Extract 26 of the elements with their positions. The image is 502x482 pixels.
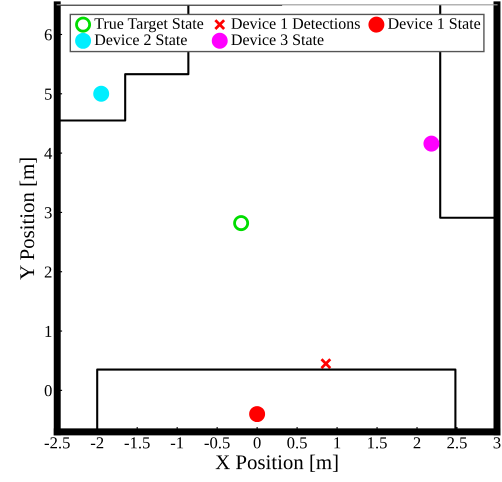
x-tick-label: 2 bbox=[414, 437, 420, 448]
legend-label: Device 3 State bbox=[231, 34, 324, 46]
y-tick-label: 5 bbox=[45, 88, 52, 100]
y-tick-label: 1 bbox=[46, 326, 52, 337]
x-tick-label: -0.5 bbox=[204, 437, 230, 449]
x-tick-label: -1.5 bbox=[124, 437, 150, 449]
y-tick-label: 6 bbox=[44, 29, 52, 40]
x-tick-label: 0 bbox=[254, 437, 261, 448]
legend-label: Device 1 State bbox=[388, 18, 480, 29]
x-axis-title: X Position [m] bbox=[216, 454, 338, 472]
legend-label: True Target State bbox=[94, 18, 204, 32]
x-tick-label: -1 bbox=[170, 437, 184, 448]
x-tick-label: 0.5 bbox=[287, 437, 307, 449]
y-tick-label: 4 bbox=[44, 148, 52, 159]
y-tick-label: 3 bbox=[44, 207, 52, 218]
y-tick-label: 2 bbox=[44, 266, 52, 278]
x-tick-label: 2.5 bbox=[447, 437, 467, 449]
y-axis-title: Y Position [m] bbox=[20, 158, 37, 280]
x-tick-label: 1.5 bbox=[368, 437, 387, 449]
x-tick-label: -2.5 bbox=[44, 437, 70, 449]
x-tick-label: 1 bbox=[334, 437, 340, 448]
x-tick-label: 3 bbox=[494, 437, 500, 448]
y-tick-label: 0 bbox=[44, 385, 52, 396]
x-tick-label: -2 bbox=[90, 437, 104, 448]
legend-label: Device 1 Detections bbox=[231, 18, 360, 29]
legend-label: Device 2 State bbox=[94, 34, 187, 46]
